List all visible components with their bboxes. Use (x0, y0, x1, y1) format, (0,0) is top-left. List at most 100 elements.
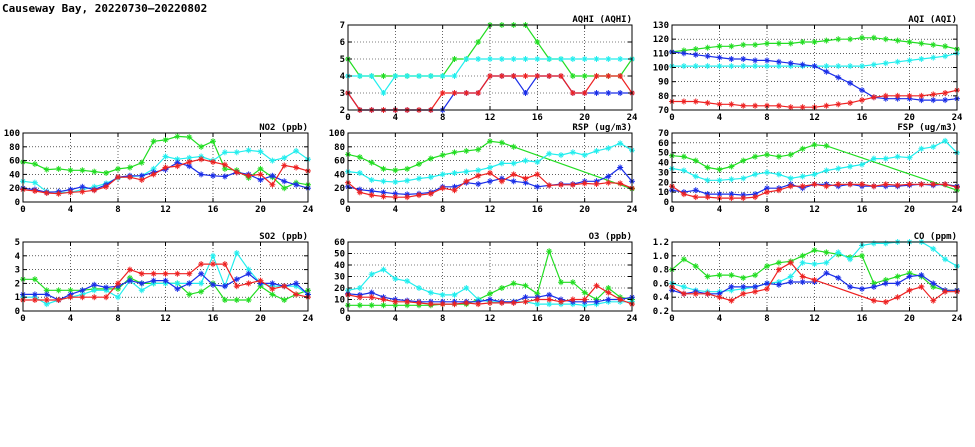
data-point-cyan (558, 56, 564, 62)
data-point-red (569, 296, 576, 303)
data-point-cyan (245, 147, 252, 154)
data-point-blue (764, 57, 770, 64)
data-point-blue (942, 97, 949, 104)
data-point-green (870, 34, 877, 41)
y-tick-label: 3 (340, 89, 345, 99)
data-point-red (31, 187, 38, 194)
chart-title: RSP (ug/m3) (572, 123, 632, 133)
data-point-cyan (593, 56, 600, 62)
data-point-green (534, 290, 541, 297)
data-point-red (764, 189, 770, 196)
data-point-cyan (392, 73, 399, 79)
x-tick-label: 24 (303, 205, 314, 215)
data-point-green (569, 279, 576, 286)
data-point-red (293, 164, 300, 171)
data-point-green (823, 249, 830, 256)
data-point-red (198, 261, 205, 268)
y-tick-label: 60 (334, 157, 345, 167)
panel-aqi: 0 4 8 12 16 20 24 70 80 90 100 110 120 130 AQI (AQI) (653, 15, 963, 123)
data-point-green (728, 163, 735, 170)
data-point-cyan (680, 283, 687, 290)
data-point-cyan (680, 63, 687, 70)
data-point-red (269, 181, 276, 188)
x-tick-label: 20 (904, 205, 915, 215)
data-point-cyan (510, 160, 517, 167)
data-point-green (728, 43, 735, 50)
data-point-cyan (416, 73, 422, 79)
data-point-cyan (716, 177, 723, 184)
data-point-green (680, 153, 687, 160)
data-point-cyan (823, 63, 830, 70)
data-point-red (55, 296, 62, 303)
data-point-blue (617, 90, 624, 96)
data-point-red (356, 294, 363, 301)
x-tick-label: 8 (764, 314, 769, 324)
data-point-red (799, 183, 806, 190)
data-point-blue (906, 273, 913, 280)
data-point-cyan (581, 152, 588, 159)
data-point-red (439, 90, 446, 96)
y-tick-label: 110 (653, 49, 669, 59)
data-point-red (269, 285, 276, 292)
data-point-green (787, 151, 794, 158)
data-point-blue (882, 280, 889, 287)
data-point-red (882, 299, 889, 306)
data-point-red (463, 299, 470, 306)
data-point-red (79, 294, 86, 301)
x-tick-label: 0 (345, 113, 350, 123)
data-point-red (451, 301, 458, 308)
data-point-red (210, 261, 216, 268)
data-point-green (368, 302, 375, 309)
x-tick-label: 4 (717, 205, 723, 215)
data-point-red (775, 266, 782, 273)
data-point-cyan (704, 177, 711, 184)
data-point-red (487, 170, 493, 177)
data-point-green (186, 291, 193, 298)
data-point-cyan (764, 169, 770, 176)
y-tick-label: 40 (334, 261, 345, 271)
data-point-green (427, 155, 434, 162)
data-point-red (787, 183, 794, 190)
data-point-blue (221, 173, 228, 180)
data-point-blue (380, 189, 387, 196)
data-point-red (463, 90, 470, 96)
y-tick-label: 7 (340, 21, 345, 31)
data-point-green (392, 167, 399, 174)
x-tick-label: 0 (345, 314, 350, 324)
data-point-cyan (162, 153, 169, 160)
data-point-red (942, 288, 949, 295)
data-point-red (918, 92, 925, 99)
data-point-red (775, 102, 782, 109)
x-tick-label: 20 (904, 113, 915, 123)
data-point-red (404, 298, 411, 305)
x-tick-label: 20 (579, 205, 590, 215)
data-point-cyan (392, 275, 399, 282)
data-point-red (103, 183, 110, 190)
data-point-green (752, 153, 759, 160)
data-point-green (79, 167, 86, 174)
data-point-green (43, 287, 50, 294)
data-point-green (404, 165, 411, 172)
data-point-red (775, 187, 782, 194)
data-point-cyan (882, 60, 889, 67)
data-point-cyan (233, 250, 240, 257)
data-point-green (475, 39, 482, 45)
data-point-red (115, 174, 121, 181)
data-point-cyan (811, 171, 818, 178)
data-point-blue (221, 283, 228, 290)
x-tick-label: 20 (255, 314, 266, 324)
data-point-cyan (617, 56, 624, 62)
data-point-red (680, 290, 687, 297)
data-point-cyan (439, 291, 446, 298)
x-tick-label: 12 (485, 205, 496, 215)
y-tick-label: 5 (340, 55, 345, 65)
data-point-red (510, 299, 517, 306)
data-point-cyan (451, 170, 458, 177)
data-point-red (103, 294, 110, 301)
data-point-blue (475, 181, 482, 188)
data-point-blue (728, 56, 735, 62)
data-point-green (281, 296, 288, 303)
data-point-red (427, 190, 434, 197)
y-tick-label: 130 (653, 21, 669, 31)
